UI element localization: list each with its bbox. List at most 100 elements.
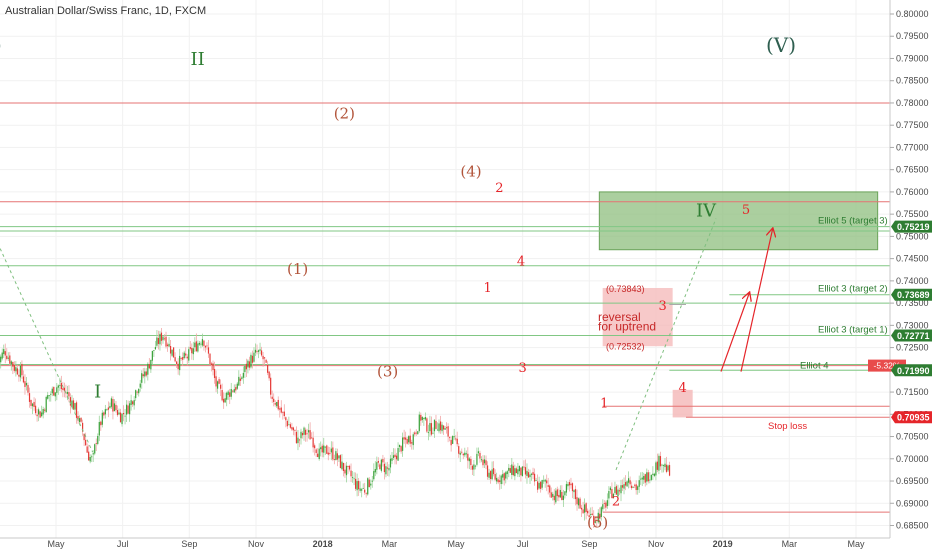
candle-body: [292, 427, 295, 431]
candle-body: [409, 435, 411, 444]
projection-arrow: [740, 229, 773, 372]
candle-body: [353, 478, 355, 480]
reversal-zone: [602, 287, 673, 347]
candle-body: [31, 403, 34, 407]
candle-body: [402, 437, 404, 451]
candle-body: [405, 437, 407, 440]
candle-body: [417, 431, 419, 435]
candle-body: [429, 423, 431, 432]
candle-body: [259, 349, 261, 351]
candle-body: [307, 430, 310, 433]
candle-body: [483, 459, 486, 464]
candle-body: [567, 484, 569, 487]
candle-body: [391, 458, 393, 461]
candle-body: [532, 472, 534, 475]
candle-body: [122, 412, 125, 415]
y-tick-label: 0.75000: [896, 231, 929, 241]
candle-body: [160, 332, 163, 341]
annotation-reversal-2: for uptrend: [598, 320, 656, 334]
candle-body: [81, 422, 84, 432]
wave-label: 1: [484, 281, 492, 296]
candle-body: [204, 345, 207, 348]
candle-body: [565, 484, 568, 493]
price-label-bg: [891, 411, 932, 424]
y-tick-label: 0.70500: [896, 432, 929, 442]
candle-body: [7, 357, 9, 359]
candle-body: [653, 473, 655, 476]
candle-body: [347, 465, 349, 468]
candle-body: [471, 465, 473, 470]
annotation-elliot5: Elliot 5 (target 3): [818, 216, 888, 227]
price-label-bg: [891, 329, 932, 342]
candle-body: [141, 373, 143, 383]
candle-body: [662, 465, 665, 466]
candle-body: [461, 451, 463, 453]
candle-body: [125, 404, 128, 415]
candle-body: [38, 409, 40, 415]
candle-body: [1, 352, 3, 359]
y-tick-label: 0.73000: [896, 320, 929, 330]
candle-body: [361, 489, 363, 491]
candle-body: [397, 448, 399, 461]
candle-body: [53, 386, 55, 396]
candle-body: [395, 455, 398, 460]
trend-dashed-line-left: [0, 246, 94, 453]
candle-body: [68, 392, 70, 397]
wave-label: 2: [612, 494, 620, 509]
candle-body: [132, 401, 134, 405]
candle-body: [476, 453, 478, 465]
candle-body: [414, 432, 416, 435]
candle-body: [635, 484, 637, 491]
candle-body: [603, 503, 605, 505]
candle-body: [354, 478, 357, 489]
candle-body: [282, 411, 284, 413]
candle-body: [462, 453, 464, 456]
candle-body: [379, 464, 381, 470]
candle-body: [24, 381, 26, 387]
candle-body: [336, 453, 338, 460]
candle-body: [133, 400, 135, 406]
candle-body: [210, 363, 213, 366]
grid: [0, 0, 890, 538]
candle-body: [580, 507, 583, 510]
candle-body: [436, 429, 439, 431]
candle-body: [382, 458, 384, 463]
candle-body: [206, 345, 208, 347]
candle-body: [570, 483, 572, 486]
candle-body: [98, 422, 100, 436]
candle-body: [515, 468, 517, 474]
wave-label: II: [191, 49, 205, 70]
candle-body: [265, 359, 267, 363]
candle-body: [288, 424, 290, 426]
candle-body: [530, 473, 533, 475]
candle-body: [606, 500, 608, 507]
candle-body: [150, 359, 152, 370]
candle-body: [103, 412, 105, 416]
x-tick-label: Mar: [782, 539, 798, 549]
candle-body: [124, 415, 126, 417]
candle-body: [60, 382, 62, 390]
candle-body: [242, 372, 244, 378]
candle-body: [303, 427, 305, 435]
candle-body: [571, 483, 574, 492]
candle-body: [326, 445, 328, 454]
candle-body: [605, 502, 607, 508]
candle-body: [200, 343, 202, 345]
candle-body: [92, 453, 94, 455]
candle-body: [377, 461, 379, 463]
candle-body: [22, 376, 25, 383]
candle-body: [19, 365, 22, 378]
wave-label: 3: [659, 299, 667, 314]
candle-body: [198, 342, 200, 345]
candle-body: [298, 439, 301, 441]
candle-body: [418, 414, 420, 432]
candle-body: [398, 444, 401, 447]
candle-body: [638, 480, 640, 487]
candle-body: [271, 396, 273, 399]
candle-body: [386, 467, 389, 469]
candle-body: [618, 490, 621, 492]
candle-body: [408, 436, 410, 443]
candle-body: [518, 465, 520, 472]
candle-body: [57, 385, 59, 388]
